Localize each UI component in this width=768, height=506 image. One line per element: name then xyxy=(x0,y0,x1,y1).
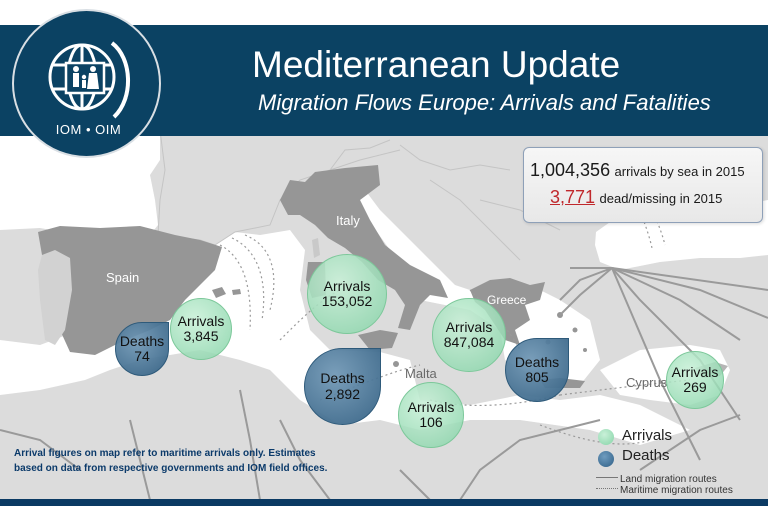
total-arrivals-value: 1,004,356 xyxy=(530,160,611,180)
page-title: Mediterranean Update xyxy=(252,44,621,85)
bubble-value: 269 xyxy=(683,379,707,395)
legend-land-routes: Land migration routes xyxy=(596,469,717,487)
iom-globe-family-icon xyxy=(48,41,130,119)
country-label-italy: Italy xyxy=(336,213,360,228)
iom-logo: IOM • OIM xyxy=(12,9,161,158)
bubble-label: Deaths xyxy=(320,370,365,387)
bubble-italy-arrivals[interactable]: Arrivals 153,052 xyxy=(307,254,387,334)
arrivals-circle-icon xyxy=(598,429,614,445)
bubble-value: 3,845 xyxy=(183,328,219,344)
legend-land-routes-label: Land migration routes xyxy=(620,474,717,485)
bubble-label: Arrivals xyxy=(323,277,371,294)
legend-maritime-routes: Maritime migration routes xyxy=(596,480,733,498)
legend-arrivals-label: Arrivals xyxy=(622,427,673,444)
total-dead-label: dead/missing in 2015 xyxy=(599,191,723,206)
bubble-label: Deaths xyxy=(119,332,165,349)
total-arrivals-label: arrivals by sea in 2015 xyxy=(614,164,745,179)
bubble-value: 2,892 xyxy=(324,385,361,402)
footnote: Arrival figures on map refer to maritime… xyxy=(14,448,328,474)
total-dead-value: 3,771 xyxy=(550,187,596,207)
bubble-value: 153,052 xyxy=(321,293,373,309)
legend-deaths-label: Deaths xyxy=(622,447,670,464)
bubble-value: 106 xyxy=(419,414,443,430)
bubble-malta-arrivals[interactable]: Arrivals 106 xyxy=(398,382,464,448)
country-label-cyprus: Cyprus xyxy=(626,375,668,390)
page-subtitle: Migration Flows Europe: Arrivals and Fat… xyxy=(258,90,711,115)
bubble-greece-deaths[interactable]: Deaths 805 xyxy=(505,338,569,402)
bubble-cyprus-arrivals[interactable]: Arrivals 269 xyxy=(666,351,724,409)
bubble-label: Arrivals xyxy=(445,318,493,335)
solid-line-icon xyxy=(596,477,618,479)
dotted-line-icon xyxy=(596,488,618,490)
bubble-value: 847,084 xyxy=(443,334,495,350)
deaths-summary: 3,771 dead/missing in 2015 xyxy=(550,187,722,208)
bubble-value: 805 xyxy=(525,369,549,385)
legend-maritime-routes-label: Maritime migration routes xyxy=(620,485,733,496)
deaths-circle-icon xyxy=(598,451,614,467)
country-label-spain: Spain xyxy=(106,270,140,285)
bubble-label: Arrivals xyxy=(671,363,719,380)
country-label-greece: Greece xyxy=(487,293,527,307)
bubble-central-med-deaths[interactable]: Deaths 2,892 xyxy=(304,348,381,425)
bubble-spain-deaths[interactable]: Deaths 74 xyxy=(115,322,169,376)
bubble-label: Arrivals xyxy=(407,398,455,415)
bubble-label: Arrivals xyxy=(177,312,225,329)
logo-text: IOM • OIM xyxy=(55,122,122,137)
arrivals-summary: 1,004,356 arrivals by sea in 2015 xyxy=(530,160,745,181)
bottom-bar xyxy=(0,499,768,506)
bubble-label: Deaths xyxy=(514,353,560,370)
bubble-value: 74 xyxy=(134,348,150,364)
country-label-malta: Malta xyxy=(405,366,437,381)
bubble-spain-arrivals[interactable]: Arrivals 3,845 xyxy=(170,298,232,360)
bubble-greece-arrivals[interactable]: Arrivals 847,084 xyxy=(432,298,506,372)
summary-stats-box: 1,004,356 arrivals by sea in 2015 3,771 … xyxy=(523,147,763,223)
